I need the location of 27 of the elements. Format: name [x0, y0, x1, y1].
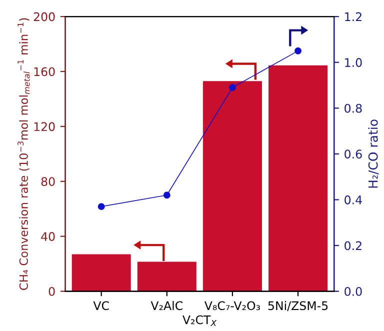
bar: [137, 262, 196, 292]
y-tick-label: 40: [41, 232, 55, 241]
y-axis-title: CH₄ Conversion rate (10$^{−3}$mol mol$_{metal}$$^{−1}$ min$^{−1}$): [18, 18, 30, 290]
x-tick-label: 5Ni/ZSM-5: [268, 301, 328, 312]
x-tick-label: VC: [93, 301, 109, 310]
y-tick-label: 120: [34, 122, 55, 132]
point: [294, 47, 302, 54]
y2-tick-label: 0.8: [344, 104, 362, 113]
point: [228, 84, 236, 91]
point: [163, 192, 170, 199]
y2-tick-label: 0.2: [344, 241, 362, 250]
y2-tick-label: 1.2: [345, 12, 362, 22]
x-tick-label: V₂AlC: [150, 301, 182, 310]
y2-axis-title: H₂/CO ratio: [368, 120, 379, 188]
y2-tick-label: 0.6: [344, 150, 362, 159]
bar: [72, 254, 131, 292]
y-tick-label: 80: [41, 177, 55, 186]
y2-tick-label: 1.0: [345, 58, 362, 67]
y-tick-label: 0: [48, 287, 55, 296]
x-axis-title: V₂CT$_{X}$: [182, 315, 217, 326]
x-tick-label: V₈C₇-V₂O₃: [204, 301, 260, 310]
bar: [268, 65, 328, 292]
y-tick-label: 200: [34, 12, 55, 22]
y2-tick-label: 0.4: [344, 195, 362, 204]
point: [98, 203, 105, 210]
y2-tick-label: 0.0: [344, 287, 362, 296]
y-tick-label: 160: [34, 67, 55, 76]
